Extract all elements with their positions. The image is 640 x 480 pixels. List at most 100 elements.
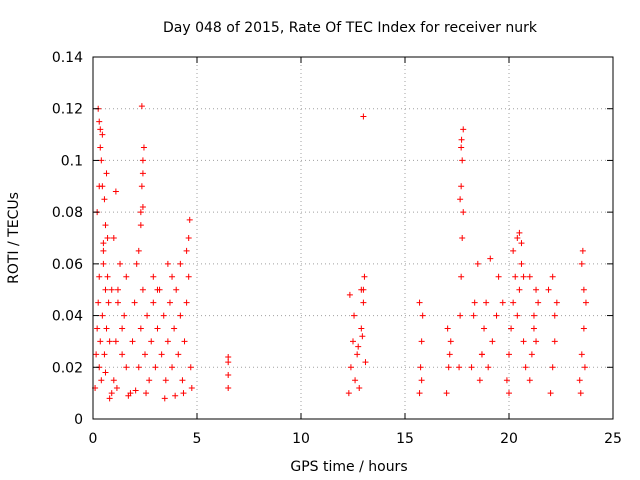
data-point: [137, 325, 144, 332]
data-point: [171, 325, 178, 332]
data-point: [528, 351, 535, 358]
data-point: [416, 299, 423, 306]
data-point: [139, 286, 146, 293]
data-point: [577, 390, 584, 397]
data-point: [350, 338, 356, 345]
data-point: [225, 372, 232, 379]
data-point: [102, 369, 109, 376]
data-point: [582, 299, 589, 306]
data-point: [506, 351, 512, 358]
data-point: [476, 377, 483, 384]
data-point: [545, 286, 552, 293]
data-point: [499, 299, 506, 306]
data-point: [132, 387, 139, 394]
data-point: [547, 390, 554, 397]
data-point: [169, 273, 176, 280]
data-point: [108, 286, 115, 293]
data-point: [225, 353, 232, 360]
data-point: [506, 390, 512, 397]
data-point: [481, 325, 488, 332]
data-point: [495, 273, 502, 280]
data-point: [96, 273, 103, 280]
data-point: [530, 312, 537, 319]
data-point: [143, 390, 150, 397]
data-point: [447, 338, 454, 345]
data-point: [361, 273, 368, 280]
data-point: [164, 260, 171, 267]
data-point: [356, 384, 363, 391]
data-point: [179, 377, 186, 384]
data-point: [493, 312, 500, 319]
data-point: [100, 260, 107, 267]
data-point: [535, 299, 542, 306]
data-point: [177, 260, 184, 267]
data-point: [526, 273, 533, 280]
x-tick-label: 10: [292, 431, 310, 447]
data-point: [362, 359, 369, 366]
data-point: [354, 351, 361, 358]
x-tick-label: 15: [396, 431, 414, 447]
data-point: [346, 291, 353, 298]
data-point: [129, 338, 136, 345]
data-point: [119, 325, 126, 332]
data-point: [551, 338, 558, 345]
data-point: [520, 273, 527, 280]
data-point: [185, 273, 192, 280]
data-point: [139, 157, 146, 164]
data-point: [146, 377, 153, 384]
data-point: [121, 312, 128, 319]
data-point: [581, 364, 588, 371]
data-point: [100, 240, 107, 247]
data-point: [177, 312, 184, 319]
data-point: [360, 113, 367, 120]
data-point: [551, 312, 558, 319]
data-point: [417, 364, 424, 371]
data-point: [139, 170, 146, 177]
data-point: [470, 312, 477, 319]
data-point: [139, 203, 146, 210]
data-point: [459, 157, 466, 164]
data-point: [457, 312, 464, 319]
data-point: [225, 359, 232, 366]
data-point: [135, 364, 142, 371]
data-point: [138, 103, 145, 110]
data-point: [489, 338, 496, 345]
data-point: [95, 299, 102, 306]
data-point: [99, 312, 106, 319]
data-point: [360, 299, 367, 306]
data-point: [512, 273, 519, 280]
grid: [93, 57, 613, 419]
data-point: [580, 325, 587, 332]
data-point: [125, 392, 132, 399]
data-point: [119, 351, 126, 358]
data-point: [533, 338, 540, 345]
data-points: [92, 103, 589, 402]
data-point: [446, 351, 453, 358]
data-point: [98, 377, 105, 384]
data-point: [510, 299, 517, 306]
data-point: [347, 364, 354, 371]
data-point: [98, 157, 105, 164]
data-point: [104, 235, 111, 241]
data-point: [106, 395, 113, 402]
data-point: [110, 377, 117, 384]
data-point: [140, 144, 147, 151]
data-point: [164, 338, 171, 345]
data-point: [549, 364, 556, 371]
data-point: [358, 325, 365, 332]
data-point: [180, 390, 187, 397]
data-point: [137, 222, 144, 229]
data-point: [173, 286, 180, 293]
data-point: [172, 392, 179, 399]
data-point: [101, 196, 108, 203]
data-point: [161, 395, 168, 402]
data-point: [457, 196, 464, 203]
data-point: [533, 286, 540, 293]
data-point: [102, 286, 109, 293]
data-point: [580, 286, 587, 293]
data-point: [514, 235, 521, 241]
data-point: [162, 377, 169, 384]
data-point: [114, 299, 121, 306]
data-point: [360, 286, 367, 293]
data-point: [518, 240, 525, 247]
